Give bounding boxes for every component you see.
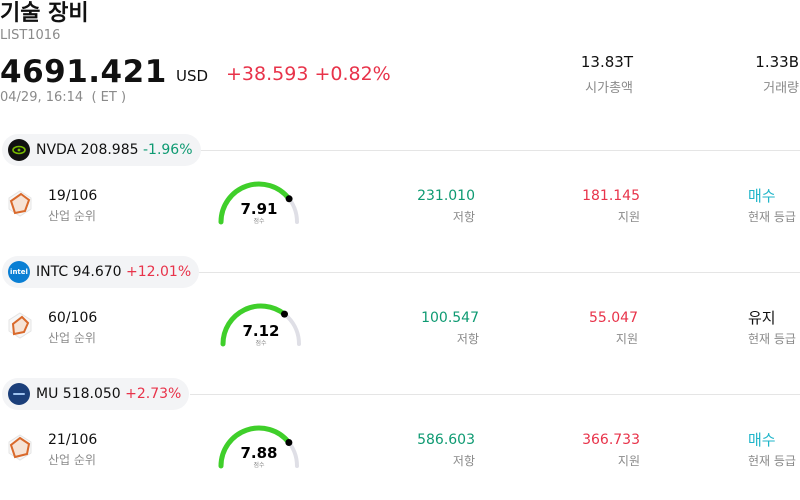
ticker-symbol: NVDA (36, 142, 77, 158)
ticker-change: -1.96% (142, 142, 193, 158)
rating-label: 현재 등급 (748, 210, 796, 224)
industry-rank-value: 21/106 (48, 432, 98, 448)
stock-card[interactable]: MU 518.050 +2.73% 21/106 산업 순위 7.88 점수 5… (0, 378, 800, 500)
radar-icon (8, 312, 32, 339)
radar-icon (8, 434, 32, 461)
ticker-price: 208.985 (80, 142, 139, 158)
resistance-label: 저항 (456, 332, 479, 346)
resistance-label: 저항 (452, 210, 475, 224)
score-value: 7.88 (240, 444, 277, 462)
market-cap-value: 13.83T (580, 53, 633, 71)
divider (190, 394, 800, 395)
index-change: +38.593 +0.82% (226, 63, 391, 85)
rating-badge: 매수 (748, 187, 776, 205)
divider (200, 150, 800, 151)
support-value: 181.145 (582, 188, 640, 204)
support-value: 366.733 (582, 432, 640, 448)
ticker-change: +12.01% (126, 264, 192, 280)
resistance-value: 231.010 (417, 188, 475, 204)
ticker-pill[interactable]: MU 518.050 +2.73% (2, 378, 190, 410)
rating-badge: 매수 (748, 431, 776, 449)
industry-rank-label: 산업 순위 (48, 331, 96, 345)
score-label: 점수 (255, 340, 267, 347)
ticker-symbol: MU (36, 386, 59, 402)
industry-rank-value: 60/106 (48, 310, 98, 326)
support-label: 지원 (617, 454, 640, 468)
rating-badge: 유지 (748, 309, 776, 327)
score-label: 점수 (253, 218, 265, 225)
ticker-symbol: INTC (36, 264, 69, 280)
timestamp: 04/29, 16:14 ( ET ) (0, 90, 127, 105)
score-gauge: 7.91 점수 (218, 181, 299, 225)
ticker-pill[interactable]: NVDA 208.985 -1.96% (2, 134, 201, 166)
ticker-price: 518.050 (62, 386, 121, 402)
ticker-pill[interactable]: intel INTC 94.670 +12.01% (2, 256, 200, 288)
market-cap-label: 시가총액 (585, 81, 633, 96)
industry-rank-label: 산업 순위 (48, 209, 96, 223)
resistance-value: 586.603 (417, 432, 475, 448)
support-value: 55.047 (589, 310, 638, 326)
intel-logo-icon: intel (8, 261, 30, 283)
score-value: 7.91 (240, 200, 277, 218)
divider (198, 272, 800, 273)
nvidia-logo-icon (8, 139, 30, 161)
list-code: LIST1016 (0, 28, 61, 43)
stock-card[interactable]: NVDA 208.985 -1.96% 19/106 산업 순위 7.91 점수… (0, 134, 800, 256)
score-value: 7.12 (242, 322, 279, 340)
score-label: 점수 (253, 462, 265, 469)
resistance-value: 100.547 (421, 310, 479, 326)
ticker-change: +2.73% (125, 386, 182, 402)
score-gauge: 7.88 점수 (218, 425, 299, 469)
currency-label: USD (176, 67, 209, 85)
rating-label: 현재 등급 (748, 332, 796, 346)
score-gauge: 7.12 점수 (220, 303, 301, 347)
page-title: 기술 장비 (0, 1, 89, 26)
support-label: 지원 (617, 210, 640, 224)
stock-card[interactable]: intel INTC 94.670 +12.01% 60/106 산업 순위 7… (0, 256, 800, 378)
rating-label: 현재 등급 (748, 454, 796, 468)
index-price: 4691.421 (0, 54, 167, 90)
industry-rank-label: 산업 순위 (48, 453, 96, 467)
volume-label: 거래량 (763, 81, 799, 96)
ticker-price: 94.670 (72, 264, 122, 280)
industry-rank-value: 19/106 (48, 188, 98, 204)
volume-value: 1.33B (755, 53, 799, 71)
support-label: 지원 (615, 332, 638, 346)
micron-logo-icon (8, 383, 30, 405)
resistance-label: 저항 (452, 454, 475, 468)
radar-icon (8, 190, 32, 217)
